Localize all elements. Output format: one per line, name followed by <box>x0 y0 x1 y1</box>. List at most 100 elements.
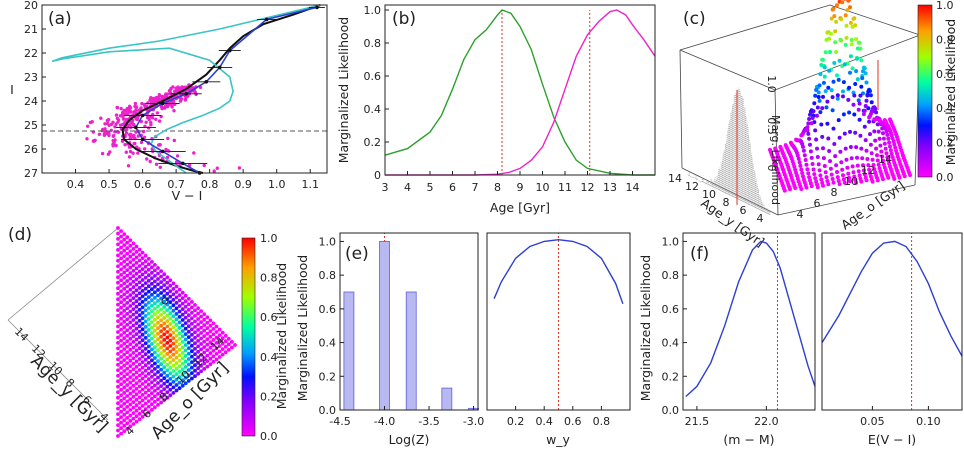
heatmap-cell <box>180 367 185 372</box>
surface-point <box>855 77 860 82</box>
surface-point <box>844 35 849 40</box>
star-point <box>165 104 170 109</box>
heatmap-cell <box>128 375 133 380</box>
heatmap-cell <box>150 391 154 396</box>
heatmap-cell <box>134 315 139 320</box>
star-point <box>165 92 169 96</box>
surface-point <box>821 146 825 151</box>
heatmap-cell <box>146 355 151 360</box>
heatmap-cell <box>214 330 219 334</box>
heatmap-cell <box>122 259 127 264</box>
logz-bar <box>343 291 355 411</box>
surface-point <box>853 82 858 86</box>
heatmap-cell <box>153 306 157 311</box>
heatmap-cell <box>146 410 151 414</box>
heatmap-cell <box>119 311 123 316</box>
heatmap-cell <box>119 382 123 387</box>
heatmap-cell <box>171 385 176 390</box>
heatmap-cell <box>122 276 127 280</box>
heatmap-cell <box>137 247 142 252</box>
heatmap-cell <box>140 316 145 321</box>
surface-point <box>873 170 878 175</box>
heatmap-cell <box>171 314 176 319</box>
surface-point <box>881 158 885 163</box>
heatmap-cell <box>140 278 145 282</box>
heatmap-cell <box>150 380 154 385</box>
heatmap-cell <box>177 342 182 347</box>
surface-point <box>848 70 852 75</box>
star-point <box>212 169 216 173</box>
heatmap-cell <box>119 327 123 332</box>
panel-a-ytick-label: 24 <box>24 95 38 108</box>
surface-point <box>813 176 818 181</box>
surface-point <box>885 155 890 160</box>
heatmap-cell <box>205 337 210 342</box>
panel-f: (f) (m − M) E(V − I) Marginalized Likeli… <box>638 232 963 447</box>
surface-point <box>794 170 799 175</box>
surface-point <box>825 30 830 35</box>
surface-point <box>817 168 822 173</box>
heatmap-cell <box>125 322 130 327</box>
heatmap-cell <box>165 319 170 323</box>
surface-point <box>823 170 828 175</box>
heatmap-cell <box>165 308 170 312</box>
heatmap-cell <box>116 319 120 323</box>
surface-point <box>837 58 842 63</box>
heatmap-cell <box>193 330 197 335</box>
star-point <box>86 124 90 128</box>
heatmap-cell <box>146 284 151 289</box>
heatmap-cell <box>177 386 182 390</box>
heatmap-cell <box>186 373 191 378</box>
heatmap-cell <box>137 329 142 334</box>
heatmap-cell <box>137 313 142 318</box>
heatmap-cell <box>146 300 151 305</box>
heatmap-cell <box>131 268 136 273</box>
surface-point <box>846 97 851 102</box>
star-point <box>128 149 133 154</box>
panel-e-ylabel: Marginalized Likelihood <box>295 255 310 401</box>
surface-point <box>845 165 850 170</box>
heatmap-cell <box>150 347 154 352</box>
heatmap-cell <box>128 326 133 330</box>
heatmap-cell <box>116 226 120 230</box>
heatmap-cell <box>125 355 130 360</box>
surface-point <box>855 46 860 51</box>
heatmap-cell <box>156 304 160 309</box>
binned-point <box>140 137 145 142</box>
surface-point <box>877 166 882 171</box>
heatmap-cell <box>162 272 167 277</box>
panel-c-ageo-tick: 12 <box>861 164 875 177</box>
surface-point <box>874 110 879 115</box>
heatmap-cell <box>168 311 173 316</box>
surface-point <box>859 58 864 63</box>
heatmap-cell <box>116 313 120 318</box>
panel-c-agey-tick: 12 <box>685 180 699 193</box>
heatmap-cell <box>134 354 139 358</box>
heatmap-cell <box>180 301 185 306</box>
surface-point <box>887 140 892 145</box>
heatmap-cell <box>131 378 136 383</box>
surface-point <box>842 131 847 136</box>
surface-point <box>864 98 869 103</box>
surface-point <box>807 175 812 180</box>
heatmap-cell <box>119 234 123 239</box>
heatmap-cell <box>162 288 167 293</box>
colorbar-c-tick: 0.8 <box>936 33 954 46</box>
heatmap-cell <box>153 268 157 273</box>
heatmap-cell <box>171 287 176 291</box>
surface-point <box>892 142 897 147</box>
heatmap-cell <box>199 336 204 341</box>
binned-point <box>160 101 165 106</box>
heatmap-cell <box>190 300 194 304</box>
heatmap-cell <box>119 229 123 234</box>
star-point <box>123 143 127 147</box>
heatmap-cell <box>122 429 127 434</box>
heatmap-cell <box>119 333 123 337</box>
heatmap-cell <box>137 340 142 345</box>
star-point <box>136 151 140 155</box>
heatmap-cell <box>153 350 157 355</box>
heatmap-cell <box>146 360 151 365</box>
surface-point <box>849 38 854 42</box>
heatmap-cell <box>168 366 173 370</box>
heatmap-cell <box>159 307 164 312</box>
